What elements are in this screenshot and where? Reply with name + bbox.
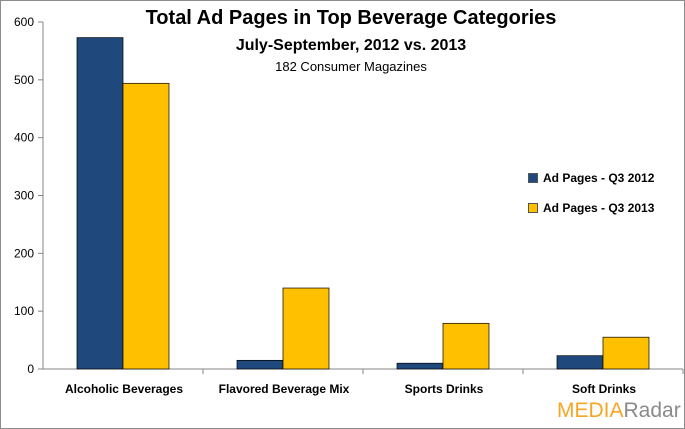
bar-q3-2013 [282,287,330,370]
chart-subtitle-2: 182 Consumer Magazines [275,59,427,74]
y-tick-label: 200 [14,246,34,260]
legend-swatch-2013 [528,203,538,213]
y-tick-label: 0 [27,362,34,376]
bar-q3-2013 [442,322,490,370]
legend-item-2013: Ad Pages - Q3 2013 [528,201,654,215]
mediaradar-logo: MEDIARadar [557,399,681,423]
x-tick-label: Alcoholic Beverages [65,382,183,396]
chart-subtitle: July-September, 2012 vs. 2013 [235,37,467,54]
bar-q3-2013 [602,336,650,370]
x-tick-label: Soft Drinks [572,382,636,396]
chart-title: Total Ad Pages in Top Beverage Categorie… [145,7,557,29]
legend-item-2012: Ad Pages - Q3 2012 [528,171,654,185]
legend: Ad Pages - Q3 2012 Ad Pages - Q3 2013 [528,171,654,231]
bar-q3-2012 [396,362,444,370]
x-tick-label: Flavored Beverage Mix [219,382,350,396]
bar-q3-2012 [236,359,284,370]
logo-part-radar: Radar [623,399,681,422]
y-tick-label: 500 [14,73,34,87]
y-tick-label: 400 [14,131,34,145]
legend-label-2013: Ad Pages - Q3 2013 [543,201,655,215]
logo-part-media: MEDIA [557,399,624,422]
x-tick-label: Sports Drinks [405,382,484,396]
y-tick-label: 600 [14,15,34,29]
bar-q3-2013 [122,82,170,370]
y-tick-label: 100 [14,304,34,318]
bar-q3-2012 [556,355,604,370]
bar-q3-2012 [76,37,124,370]
legend-swatch-2012 [528,173,538,183]
y-tick-label: 300 [14,189,34,203]
legend-label-2012: Ad Pages - Q3 2012 [543,171,655,185]
